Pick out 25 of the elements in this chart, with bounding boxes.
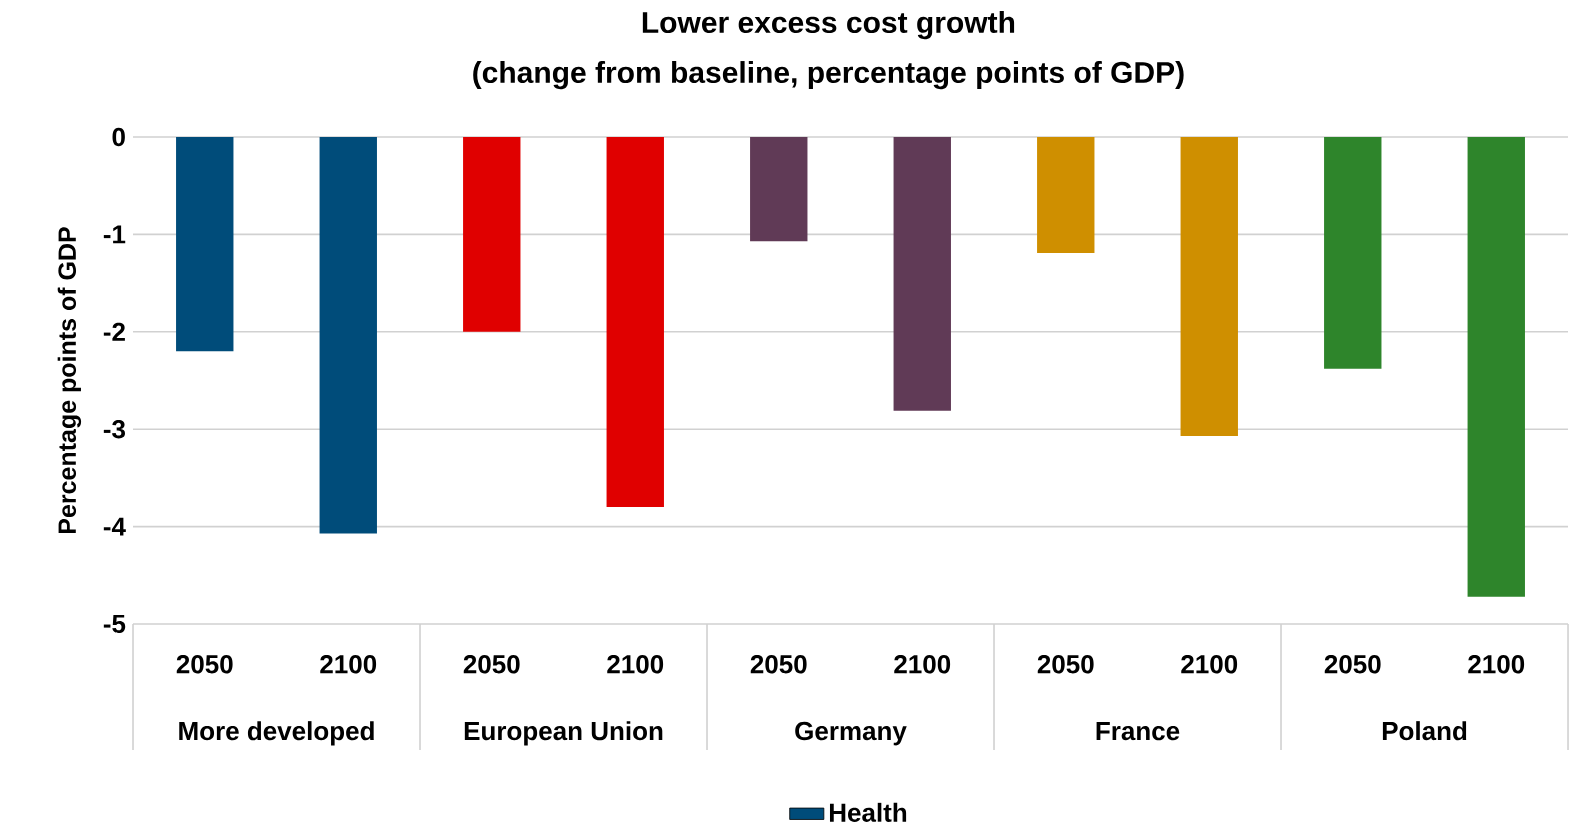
- y-tick-label: -1: [103, 225, 126, 244]
- y-tick-label: -3: [103, 420, 125, 439]
- x-tick-label: 2050: [463, 655, 520, 674]
- text: Germany: [795, 721, 907, 746]
- text: France: [1096, 722, 1180, 741]
- y-tick-label: 0: [112, 127, 125, 147]
- chart-title: Lower excess cost growth: [642, 11, 1015, 40]
- text: Poland: [1382, 721, 1467, 741]
- x-tick-label: 2050: [1037, 655, 1094, 674]
- y-tick-label: -2: [103, 322, 125, 342]
- legend-label: Health: [829, 802, 907, 823]
- y-axis-title: Percentage points of GDP: [57, 227, 82, 534]
- text: More developed: [179, 721, 374, 746]
- x-tick-label: 2100: [607, 655, 664, 674]
- y-tick-label: -4: [103, 517, 126, 536]
- x-tick-label: 2100: [320, 655, 377, 674]
- text: European Union: [464, 721, 663, 746]
- x-tick-label: 2050: [1324, 655, 1381, 674]
- x-tick-label: 2050: [176, 655, 233, 674]
- y-tick-label: -5: [103, 615, 126, 634]
- x-tick-label: 2100: [1468, 655, 1525, 674]
- chart-subtitle: (change from baseline, percentage points of GDP): [473, 61, 1184, 90]
- x-tick-label: 2100: [1181, 655, 1238, 674]
- x-tick-label: 2050: [750, 655, 807, 674]
- x-tick-label: 2100: [894, 655, 951, 674]
